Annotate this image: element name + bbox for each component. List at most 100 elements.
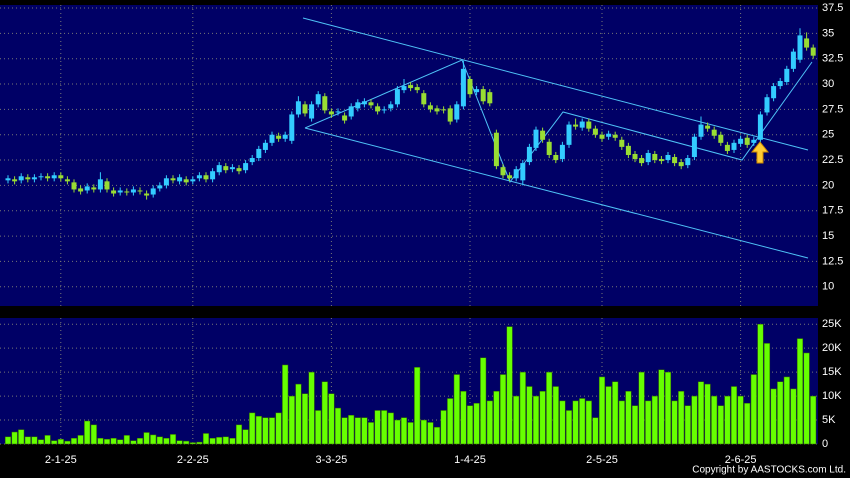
volume-bar <box>176 440 183 445</box>
candle-body <box>566 124 572 145</box>
volume-bar <box>605 386 612 445</box>
volume-bar <box>11 431 18 445</box>
volume-bar <box>282 364 289 445</box>
y-tick-label: 37.5 <box>822 2 843 14</box>
volume-bar <box>744 403 751 445</box>
volume-bar <box>480 357 487 445</box>
candle-body <box>203 175 209 180</box>
candle-body <box>599 134 605 139</box>
volume-bar <box>546 371 553 445</box>
candle-body <box>64 179 70 182</box>
volume-bar <box>810 395 817 445</box>
volume-bar <box>704 383 711 445</box>
candle-body <box>441 109 447 111</box>
volume-bar <box>790 388 797 445</box>
candle-body <box>507 175 513 179</box>
arrow <box>750 141 770 164</box>
candle-body <box>322 96 328 111</box>
volume-bar <box>315 410 322 445</box>
candle-body <box>579 121 585 128</box>
x-tick-label: 2-5-25 <box>586 454 618 466</box>
candle-body <box>447 108 453 122</box>
y-tick-label: 35 <box>822 27 834 39</box>
volume-bar <box>618 400 625 445</box>
volume-bar <box>394 419 401 445</box>
volume-bar <box>697 381 705 445</box>
candle-body <box>487 92 493 104</box>
y-tick-label: 15 <box>822 230 834 242</box>
candle-body <box>137 190 143 192</box>
candle-body <box>71 182 77 190</box>
candle-body <box>236 168 242 172</box>
candle-body <box>295 101 301 115</box>
candle-body <box>467 78 473 95</box>
candle-body <box>652 153 658 161</box>
candle-body <box>540 130 546 140</box>
trend-line <box>302 17 809 151</box>
volume-bar <box>499 374 507 445</box>
volume-bar <box>136 438 144 445</box>
candle-body <box>559 144 565 160</box>
candle-body <box>612 134 618 138</box>
candle-body <box>573 124 579 127</box>
volume-bar <box>506 326 513 445</box>
candle-body <box>58 175 64 179</box>
volume-bar <box>493 391 500 445</box>
candle-body <box>685 158 691 166</box>
volume-bar <box>460 391 467 445</box>
volume-bar <box>328 393 335 445</box>
candle-body <box>408 85 414 89</box>
x-tick-label: 1-4-25 <box>454 454 486 466</box>
volume-bar <box>374 410 381 445</box>
volume-bar <box>156 436 163 445</box>
candle-body <box>381 109 387 111</box>
x-tick-label: 2-2-25 <box>177 454 209 466</box>
candle-body <box>751 139 757 143</box>
candle-body <box>361 101 367 105</box>
volume-bar <box>631 405 639 445</box>
copyright: Copyright by AASTOCKS.com Ltd. <box>692 465 846 476</box>
candle-body <box>533 129 539 148</box>
candle-body <box>25 177 31 180</box>
volume-bar <box>473 403 480 445</box>
volume-bar <box>664 371 672 445</box>
candle-body <box>394 89 400 105</box>
volume-bar <box>638 371 645 445</box>
volume-bar <box>777 381 784 445</box>
volume-bar <box>183 440 190 445</box>
volume-bar <box>117 439 124 445</box>
x-tick-label: 3-3-25 <box>316 454 348 466</box>
trend-line <box>304 127 809 259</box>
candle-body <box>5 178 11 181</box>
candle-body <box>243 163 249 171</box>
candle-body <box>586 121 592 129</box>
volume-bar <box>532 395 540 445</box>
volume-bar <box>301 393 309 445</box>
volume-bar <box>447 398 454 445</box>
volume-bar <box>84 420 91 445</box>
candle-body <box>526 146 532 163</box>
candle-body <box>150 188 156 195</box>
candle-body <box>480 89 486 102</box>
candle-body <box>223 166 229 171</box>
price-panel <box>0 5 818 306</box>
candle-body <box>183 179 189 183</box>
candle-body <box>177 177 183 182</box>
candle-body <box>777 81 783 87</box>
candle-body <box>421 93 427 105</box>
volume-bar <box>658 369 665 445</box>
volume-bar <box>31 436 38 445</box>
candle-body <box>744 137 750 145</box>
volume-bar <box>255 415 262 445</box>
volume-bar <box>420 419 427 445</box>
candle-body <box>328 111 334 115</box>
candle-body <box>315 94 321 105</box>
volume-bar <box>400 417 408 445</box>
candle-body <box>276 135 282 139</box>
volume-bar <box>348 415 355 445</box>
x-tick-label: 2-1-25 <box>45 454 77 466</box>
volume-bar <box>341 417 348 445</box>
candle-body <box>335 111 341 113</box>
volume-bar <box>57 438 64 445</box>
volume-bar <box>110 438 117 445</box>
